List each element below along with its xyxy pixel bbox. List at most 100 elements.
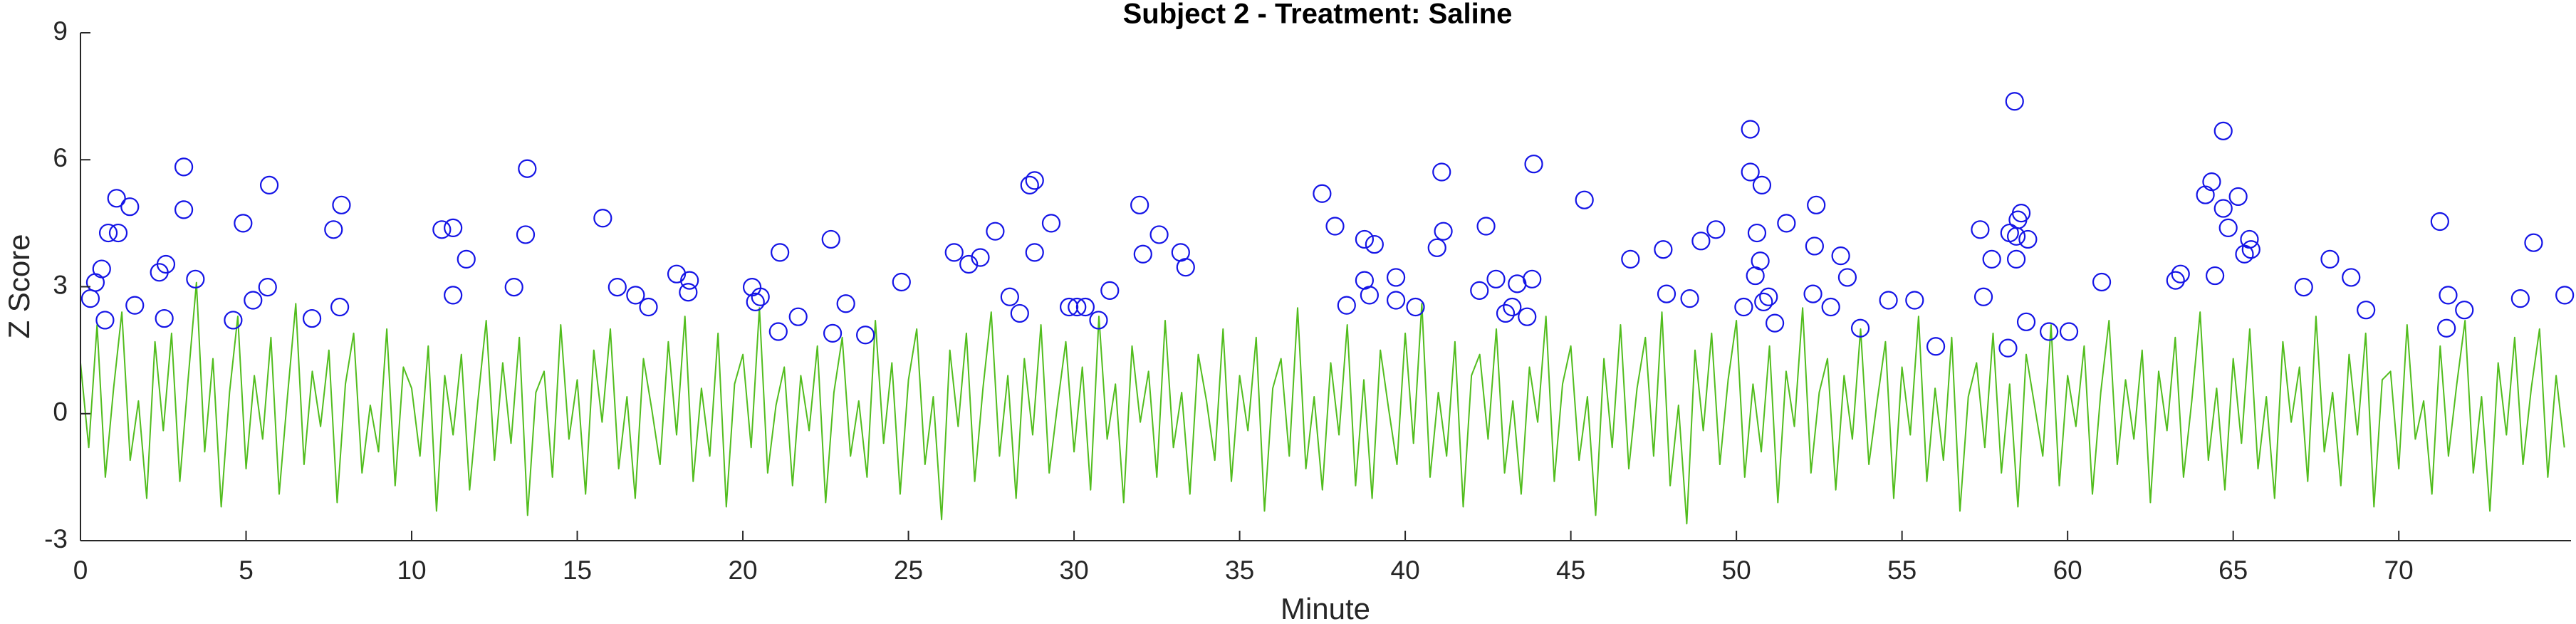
chart-title: Subject 2 - Treatment: Saline — [1123, 0, 1513, 30]
peak-marker — [2555, 286, 2575, 305]
peak-marker — [324, 220, 343, 239]
peak-marker — [1751, 251, 1770, 271]
peak-marker — [821, 229, 840, 249]
peak-marker — [823, 323, 843, 343]
peak-marker — [1821, 297, 1840, 317]
peak-marker — [1680, 289, 1699, 308]
peak-marker — [1365, 234, 1384, 254]
peak-marker — [1068, 297, 1087, 317]
peak-marker — [330, 297, 350, 317]
peak-marker — [85, 273, 105, 292]
peak-marker — [626, 286, 645, 305]
peak-marker — [1337, 296, 1356, 315]
peak-marker — [98, 223, 118, 243]
peak-marker — [1524, 155, 1543, 174]
peak-marker — [1807, 195, 1826, 214]
peak-marker — [1025, 243, 1044, 262]
peak-marker — [1075, 297, 1095, 317]
peak-marker — [108, 223, 128, 243]
peak-marker — [1432, 162, 1451, 182]
peak-marker — [1406, 297, 1425, 317]
peak-marker — [1130, 195, 1149, 214]
peak-marker — [2016, 312, 2036, 331]
peak-marker — [1691, 232, 1711, 251]
peak-marker — [258, 277, 277, 297]
peak-marker — [95, 311, 115, 330]
peak-marker — [1133, 244, 1152, 264]
peak-marker — [2006, 227, 2026, 246]
peak-marker — [1355, 229, 1375, 249]
peak-marker — [224, 311, 243, 330]
x-tick-label: 5 — [239, 556, 254, 585]
peak-marker — [244, 291, 263, 310]
peak-marker — [1837, 268, 1857, 287]
y-tick-label: 9 — [53, 16, 68, 46]
peak-marker — [2000, 223, 2019, 243]
peak-marker — [1313, 184, 1332, 203]
peak-marker — [1759, 287, 1778, 306]
peak-marker — [332, 195, 351, 214]
x-axis-label: Minute — [1281, 592, 1370, 624]
peak-marker — [639, 297, 658, 317]
x-tick-label: 50 — [1722, 556, 1751, 585]
peak-marker — [1741, 120, 1760, 139]
peak-marker — [1360, 286, 1379, 305]
peak-marker — [2213, 199, 2233, 218]
x-tick-label: 20 — [728, 556, 757, 585]
y-tick-label: 6 — [53, 143, 68, 172]
peak-marker — [234, 214, 253, 233]
peak-marker — [504, 277, 523, 297]
peak-marker — [1089, 311, 1108, 330]
peak-marker — [2196, 185, 2215, 204]
peak-marker — [1765, 313, 1785, 333]
peak-marker — [1982, 249, 2001, 269]
peak-marker — [1386, 268, 1406, 287]
peak-marker — [1025, 171, 1044, 190]
peak-marker — [302, 308, 322, 328]
peak-marker — [1149, 225, 1169, 244]
peak-marker — [2202, 172, 2221, 192]
x-tick-label: 15 — [563, 556, 592, 585]
x-tick-label: 65 — [2218, 556, 2248, 585]
x-tick-label: 70 — [2384, 556, 2414, 585]
peak-marker — [788, 307, 808, 326]
peak-marker — [1747, 223, 1767, 243]
peak-marker — [1777, 214, 1796, 233]
peak-marker — [2213, 121, 2233, 140]
peak-marker — [2241, 240, 2260, 259]
peak-marker — [593, 209, 612, 228]
peak-marker — [1905, 291, 1924, 310]
peak-marker — [2018, 229, 2038, 249]
peak-marker — [432, 220, 452, 239]
peak-marker — [836, 294, 855, 313]
peak-marker — [1427, 238, 1446, 257]
peak-marker — [1176, 258, 1195, 277]
peak-marker — [457, 249, 476, 269]
peak-marker — [174, 200, 194, 219]
peak-marker — [1752, 175, 1772, 194]
peak-marker — [679, 283, 698, 302]
peak-marker — [2166, 271, 2185, 290]
peak-marker — [680, 271, 699, 290]
y-tick-label: 3 — [53, 270, 68, 299]
peak-marker — [2320, 249, 2340, 269]
peak-marker — [156, 254, 176, 274]
peak-marker — [1100, 281, 1120, 300]
x-tick-label: 40 — [1391, 556, 1420, 585]
x-tick-label: 0 — [73, 556, 88, 585]
peak-marker — [1850, 318, 1870, 338]
peak-marker — [959, 254, 979, 274]
peak-marker — [1434, 222, 1453, 241]
peak-marker — [2005, 92, 2024, 111]
peak-marker — [1754, 292, 1773, 311]
x-tick-label: 35 — [1225, 556, 1254, 585]
peak-marker — [1470, 281, 1489, 300]
peak-marker — [2430, 212, 2449, 232]
peak-marker — [1060, 297, 1079, 317]
peak-marker — [1503, 297, 1522, 317]
peak-marker — [1010, 303, 1029, 323]
peak-marker — [92, 259, 111, 279]
peak-marker — [1998, 338, 2018, 358]
peak-marker — [1020, 175, 1039, 194]
